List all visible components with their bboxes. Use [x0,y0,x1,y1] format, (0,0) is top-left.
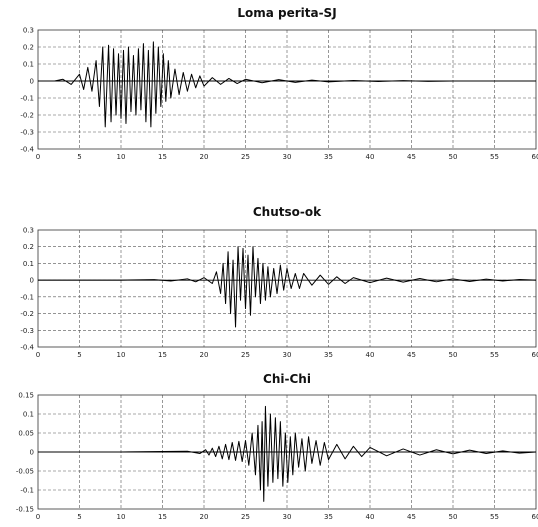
x-tick-label: 30 [283,351,292,359]
y-tick-label: -0.4 [20,146,34,154]
y-tick-label: -0.3 [20,327,34,335]
y-tick-label: 0.15 [18,392,34,400]
x-tick-label: 5 [77,513,81,521]
x-tick-label: 35 [324,153,333,161]
x-tick-label: 40 [366,153,375,161]
y-tick-label: -0.2 [20,310,34,318]
x-tick-label: 10 [117,153,126,161]
x-tick-label: 5 [77,351,81,359]
x-tick-label: 55 [490,513,499,521]
chart-title: Chutso-ok [253,205,322,219]
x-tick-label: 10 [117,351,126,359]
y-tick-label: 0.3 [23,27,34,35]
x-tick-label: 0 [36,351,40,359]
x-tick-label: 15 [158,351,167,359]
x-tick-label: 60 [532,153,538,161]
x-tick-label: 50 [449,153,458,161]
x-tick-label: 45 [407,513,416,521]
x-tick-label: 30 [283,153,292,161]
x-tick-label: 25 [241,153,250,161]
plot-area-frame [37,29,537,150]
x-tick-label: 50 [449,513,458,521]
x-tick-label: 15 [158,153,167,161]
x-tick-label: 45 [407,351,416,359]
x-tick-label: 55 [490,153,499,161]
y-tick-label: -0.4 [20,344,34,352]
y-tick-label: -0.1 [20,293,34,301]
x-tick-label: 20 [200,153,209,161]
x-tick-label: 60 [532,351,538,359]
chart-3: Chi-Chi 0 5 10 15 20 25 30 35 40 45 50 55 60 0.15 0.1 0.… [16,372,538,521]
x-tick-label: 55 [490,351,499,359]
y-tick-label: -0.1 [20,95,34,103]
y-tick-label: -0.3 [20,129,34,137]
y-tick-label: -0.05 [16,468,34,476]
chart-2: Chutso-ok 0 5 10 15 20 25 30 35 40 45 50 55 60 0.3 0.2 0… [20,205,538,359]
y-tick-label: 0.2 [23,243,34,251]
acceleration-series-line [38,405,537,502]
y-tick-label: 0.1 [23,260,34,268]
plot-area-frame [37,229,537,348]
x-tick-label: 15 [158,513,167,521]
y-tick-label: 0.1 [23,61,34,69]
x-tick-label: 5 [77,153,81,161]
x-tick-label: 30 [283,513,292,521]
x-tick-label: 50 [449,351,458,359]
y-tick-label: -0.2 [20,112,34,120]
chart-title: Chi-Chi [263,372,311,386]
x-tick-label: 25 [241,351,250,359]
x-tick-label: 20 [200,513,209,521]
chart-title: Loma perita-SJ [237,6,336,20]
x-tick-label: 35 [324,351,333,359]
y-tick-label: 0.2 [23,44,34,52]
y-tick-label: 0 [30,277,34,285]
y-tick-label: 0 [30,78,34,86]
x-tick-label: 40 [366,351,375,359]
acceleration-series-line [38,246,537,328]
x-tick-label: 40 [366,513,375,521]
x-tick-label: 25 [241,513,250,521]
x-tick-label: 0 [36,153,40,161]
y-tick-label: -0.1 [20,487,34,495]
y-tick-label: 0.3 [23,227,34,235]
x-tick-label: 45 [407,153,416,161]
y-tick-label: 0.1 [23,411,34,419]
x-tick-label: 20 [200,351,209,359]
acceleration-series-line [38,41,454,128]
x-tick-label: 60 [532,513,538,521]
y-tick-label: 0.05 [18,430,34,438]
x-tick-label: 10 [117,513,126,521]
chart-1: Loma perita-SJ 0 5 10 15 20 25 30 35 40 45 50 55 60 0.… [20,6,538,161]
x-tick-label: 0 [36,513,40,521]
x-tick-label: 35 [324,513,333,521]
y-tick-label: -0.15 [16,506,34,514]
y-tick-label: 0 [30,449,34,457]
